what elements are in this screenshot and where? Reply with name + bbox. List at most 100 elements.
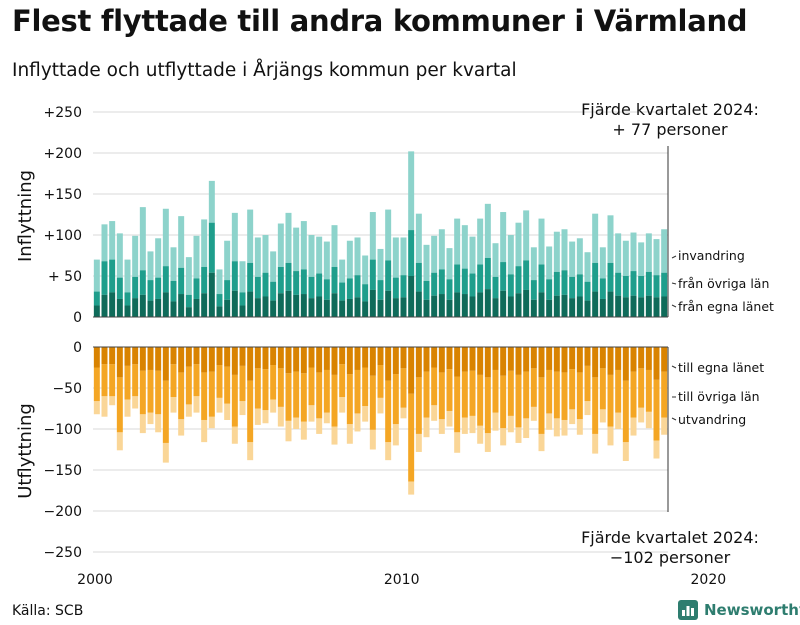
bar-fran-egna-lanet bbox=[607, 291, 614, 317]
axes: 0 + 50 +100 +150 +200 +250 0 −50 −100 −150 −200 −25… bbox=[44, 105, 727, 588]
bar-utvandring bbox=[622, 442, 629, 461]
bar-till-egna-lanet bbox=[461, 347, 468, 372]
bar-fran-egna-lanet bbox=[216, 306, 223, 317]
series-label-tick bbox=[671, 282, 677, 285]
bar-fran-egna-lanet bbox=[308, 298, 315, 317]
bar-till-egna-lanet bbox=[638, 347, 645, 369]
bar-invandring bbox=[101, 224, 108, 262]
bar-till-egna-lanet bbox=[270, 347, 277, 366]
bar-utvandring bbox=[354, 413, 361, 432]
bar-till-egna-lanet bbox=[323, 347, 330, 370]
bar-utvandring bbox=[431, 405, 438, 421]
bar-till-egna-lanet bbox=[622, 347, 629, 381]
bar-invandring bbox=[500, 212, 507, 263]
y-tick-label-bottom: 0 bbox=[73, 340, 82, 356]
bar-invandring bbox=[346, 240, 353, 279]
y-tick-label-top: +150 bbox=[44, 187, 82, 203]
bar-fran-ovriga-lan bbox=[224, 280, 231, 300]
bar-utvandring bbox=[139, 414, 146, 434]
bar-fran-egna-lanet bbox=[316, 296, 323, 317]
annotation-bottom-line1: Fjärde kvartalet 2024: bbox=[581, 528, 759, 547]
bar-till-ovriga-lan bbox=[316, 372, 323, 419]
bar-till-egna-lanet bbox=[546, 347, 553, 370]
bar-invandring bbox=[262, 235, 269, 273]
bar-fran-ovriga-lan bbox=[262, 272, 269, 297]
bar-fran-egna-lanet bbox=[139, 294, 146, 317]
bar-fran-egna-lanet bbox=[354, 297, 361, 317]
bar-till-egna-lanet bbox=[101, 347, 108, 365]
bar-fran-ovriga-lan bbox=[316, 273, 323, 297]
bar-fran-ovriga-lan bbox=[93, 291, 100, 306]
bar-invandring bbox=[300, 221, 307, 270]
bar-till-ovriga-lan bbox=[124, 365, 131, 400]
bar-fran-egna-lanet bbox=[500, 290, 507, 317]
bar-invandring bbox=[124, 259, 131, 293]
bar-utvandring bbox=[461, 417, 468, 434]
bar-fran-ovriga-lan bbox=[415, 262, 422, 292]
bar-fran-ovriga-lan bbox=[354, 275, 361, 298]
bar-till-ovriga-lan bbox=[492, 369, 499, 413]
bar-invandring bbox=[316, 236, 323, 274]
annotation-top-line1: Fjärde kvartalet 2024: bbox=[581, 100, 759, 119]
bar-till-ovriga-lan bbox=[507, 370, 514, 416]
bar-till-egna-lanet bbox=[162, 347, 169, 381]
bar-till-egna-lanet bbox=[408, 347, 415, 394]
bar-fran-ovriga-lan bbox=[438, 269, 445, 295]
bar-utvandring bbox=[400, 407, 407, 419]
bar-fran-egna-lanet bbox=[469, 296, 476, 317]
bar-till-ovriga-lan bbox=[193, 364, 200, 397]
bar-till-ovriga-lan bbox=[385, 380, 392, 443]
bar-utvandring bbox=[224, 403, 231, 420]
bar-utvandring bbox=[155, 414, 162, 433]
bar-fran-egna-lanet bbox=[162, 292, 169, 317]
bar-utvandring bbox=[178, 419, 185, 436]
bar-fran-egna-lanet bbox=[262, 296, 269, 317]
bar-fran-ovriga-lan bbox=[661, 272, 668, 297]
bar-invandring bbox=[323, 241, 330, 280]
bar-till-ovriga-lan bbox=[484, 377, 491, 434]
bar-fran-ovriga-lan bbox=[645, 271, 652, 296]
bar-till-egna-lanet bbox=[576, 347, 583, 373]
bar-invandring bbox=[607, 215, 614, 263]
bar-fran-egna-lanet bbox=[285, 290, 292, 317]
series-label-out: utvandring bbox=[678, 412, 746, 427]
bar-invandring bbox=[377, 248, 384, 281]
bar-till-ovriga-lan bbox=[147, 369, 154, 413]
bar-invandring bbox=[645, 233, 652, 272]
bar-invandring bbox=[201, 219, 208, 267]
bar-invandring bbox=[615, 233, 622, 273]
bar-till-ovriga-lan bbox=[354, 369, 361, 414]
bar-utvandring bbox=[346, 424, 353, 444]
bar-invandring bbox=[523, 210, 530, 261]
bar-till-egna-lanet bbox=[630, 347, 637, 372]
bar-till-egna-lanet bbox=[93, 347, 100, 368]
series-label-in: från egna länet bbox=[678, 299, 774, 314]
bar-utvandring bbox=[300, 421, 307, 440]
bar-fran-egna-lanet bbox=[553, 295, 560, 317]
bar-utvandring bbox=[124, 399, 131, 417]
bar-till-ovriga-lan bbox=[446, 369, 453, 411]
bar-fran-egna-lanet bbox=[178, 294, 185, 317]
bar-utvandring bbox=[369, 429, 376, 450]
bar-till-ovriga-lan bbox=[109, 364, 116, 397]
bar-fran-ovriga-lan bbox=[400, 275, 407, 298]
bar-fran-ovriga-lan bbox=[615, 272, 622, 296]
series-label-tick bbox=[671, 255, 677, 259]
bar-invandring bbox=[661, 229, 668, 273]
bar-invandring bbox=[530, 247, 537, 281]
bar-fran-ovriga-lan bbox=[300, 269, 307, 295]
bar-fran-egna-lanet bbox=[147, 300, 154, 317]
bar-till-egna-lanet bbox=[477, 347, 484, 375]
bar-fran-ovriga-lan bbox=[553, 271, 560, 296]
bar-invandring bbox=[484, 203, 491, 258]
bar-utvandring bbox=[116, 432, 123, 451]
bar-invandring bbox=[277, 223, 284, 267]
bar-fran-ovriga-lan bbox=[423, 280, 430, 300]
bar-till-egna-lanet bbox=[193, 347, 200, 365]
bar-fran-ovriga-lan bbox=[216, 294, 223, 307]
bar-invandring bbox=[653, 239, 660, 276]
bar-fran-egna-lanet bbox=[515, 293, 522, 317]
bar-till-ovriga-lan bbox=[346, 374, 353, 425]
bar-invandring bbox=[599, 247, 606, 279]
